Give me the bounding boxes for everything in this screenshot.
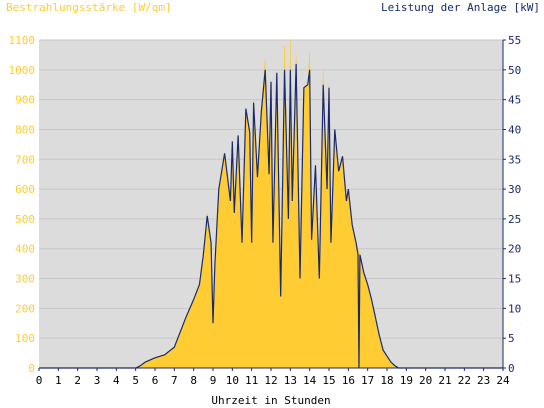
right-tick-label: 25 [508, 213, 521, 226]
x-tick-label: 3 [94, 374, 101, 387]
left-tick-label: 800 [15, 123, 35, 136]
left-tick-label: 1100 [9, 34, 36, 47]
power-line [39, 63, 503, 369]
left-tick-label: 400 [15, 243, 35, 256]
x-tick-label: 13 [284, 374, 297, 387]
x-tick-label: 4 [113, 374, 120, 387]
x-tick-label: 11 [245, 374, 258, 387]
x-tick-label: 2 [74, 374, 81, 387]
x-tick-label: 16 [342, 374, 355, 387]
x-tick-label: 12 [264, 374, 277, 387]
x-tick-labels: 0 1 2 3 4 5 6 7 8 9 10 11 12 13 14 15 16 17 18 19 20 21 22 23 24 [36, 368, 510, 387]
right-tick-label: 0 [508, 362, 515, 375]
x-tick-label: 19 [400, 374, 413, 387]
right-tick-label: 10 [508, 302, 521, 315]
left-tick-label: 200 [15, 302, 35, 315]
x-tick-label: 0 [36, 374, 43, 387]
x-tick-label: 20 [419, 374, 432, 387]
x-tick-label: 21 [438, 374, 451, 387]
x-tick-label: 17 [361, 374, 374, 387]
x-tick-label: 23 [477, 374, 490, 387]
right-tick-label: 50 [508, 64, 521, 77]
left-tick-label: 100 [15, 332, 35, 345]
left-tick-labels: 0 100 200 300 400 500 600 700 800 900 1000 1100 [9, 34, 36, 375]
left-tick-label: 700 [15, 153, 35, 166]
right-tick-label: 55 [508, 34, 521, 47]
x-tick-label: 6 [152, 374, 159, 387]
left-tick-label: 900 [15, 94, 35, 107]
x-axis-title: Uhrzeit in Stunden [211, 394, 330, 407]
right-tick-labels: 0 5 10 15 20 25 30 35 40 45 50 55 [503, 34, 521, 375]
right-tick-label: 20 [508, 243, 521, 256]
left-tick-label: 1000 [9, 64, 36, 77]
right-tick-label: 5 [508, 332, 515, 345]
x-tick-label: 10 [226, 374, 239, 387]
right-axis-title: Leistung der Anlage [kW] [381, 1, 540, 14]
x-tick-label: 22 [458, 374, 471, 387]
left-tick-label: 600 [15, 183, 35, 196]
right-tick-label: 15 [508, 273, 521, 286]
left-tick-label: 300 [15, 273, 35, 286]
x-tick-label: 9 [210, 374, 217, 387]
x-tick-label: 15 [322, 374, 335, 387]
x-tick-label: 24 [496, 374, 510, 387]
x-tick-label: 14 [303, 374, 317, 387]
left-axis-title: Bestrahlungsstärke [W/qm] [6, 1, 172, 14]
x-tick-label: 1 [55, 374, 62, 387]
right-tick-label: 35 [508, 153, 521, 166]
right-tick-label: 30 [508, 183, 521, 196]
x-tick-label: 18 [380, 374, 393, 387]
left-tick-label: 0 [28, 362, 35, 375]
x-tick-label: 7 [171, 374, 178, 387]
x-tick-label: 8 [190, 374, 197, 387]
x-tick-label: 5 [132, 374, 139, 387]
right-tick-label: 45 [508, 94, 521, 107]
right-tick-label: 40 [508, 123, 521, 136]
left-tick-label: 500 [15, 213, 35, 226]
